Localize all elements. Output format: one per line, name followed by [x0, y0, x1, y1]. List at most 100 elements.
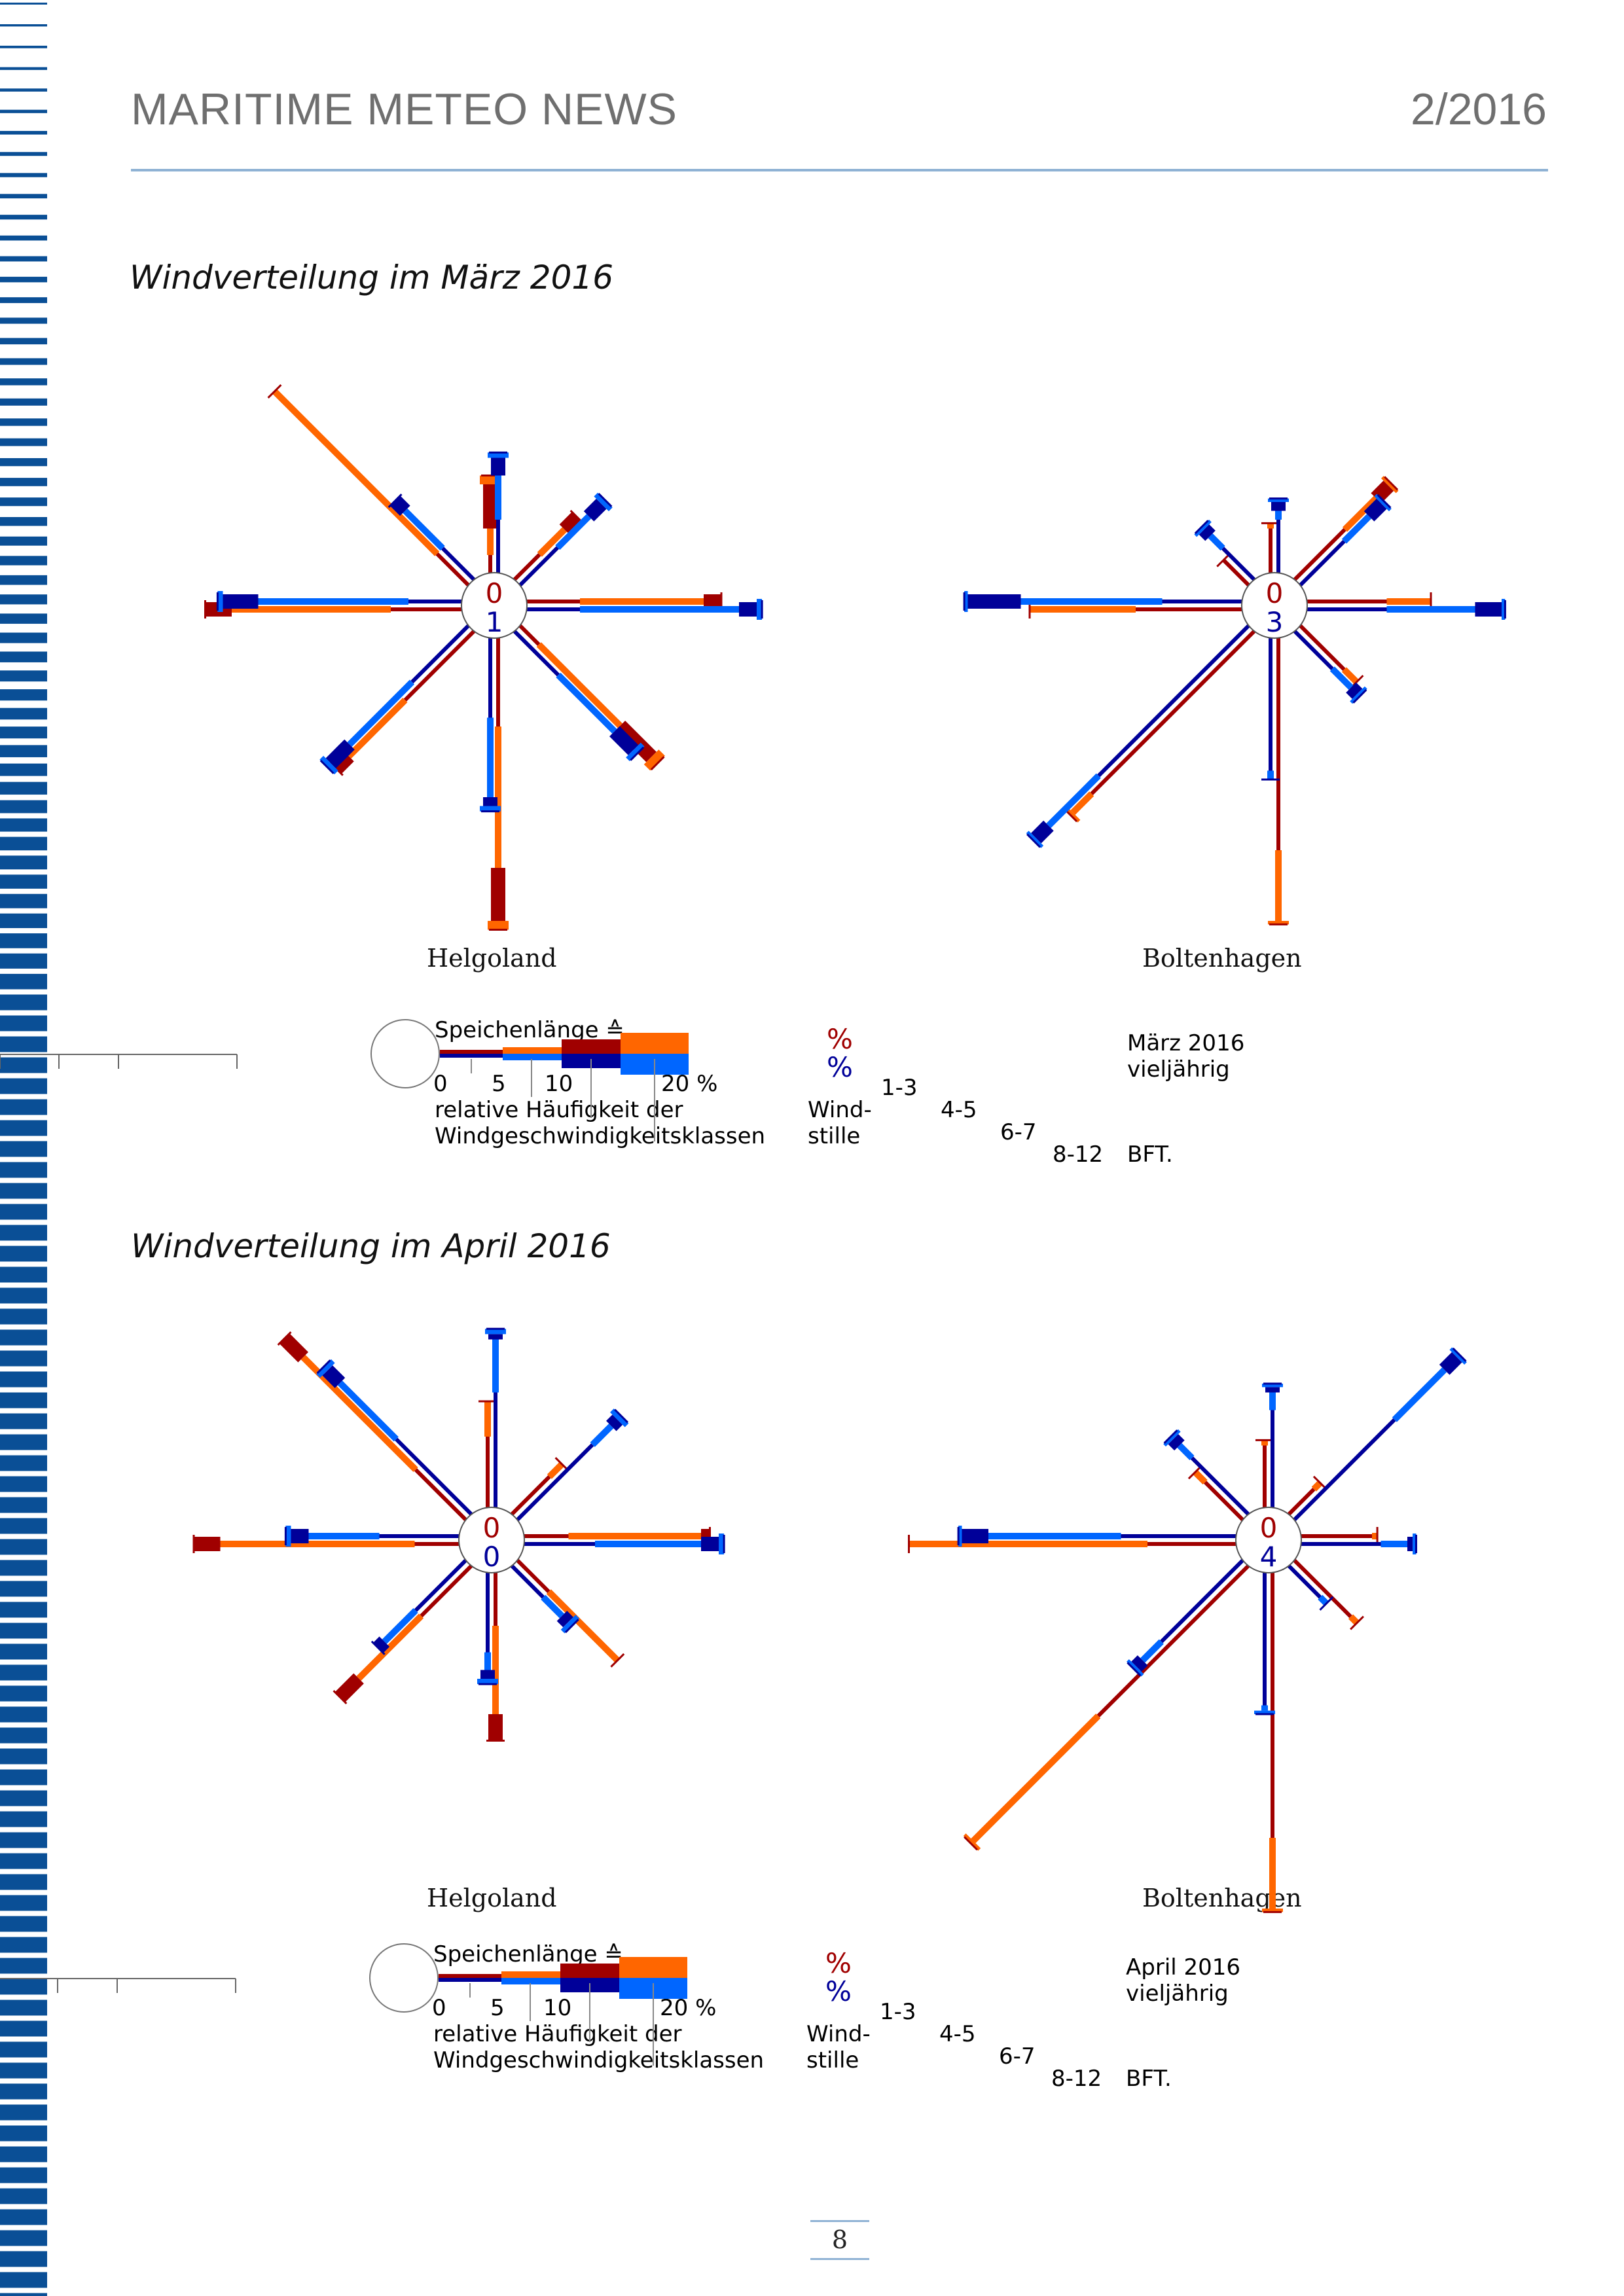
legend-calm-line1: Wind- [808, 1097, 872, 1123]
margin-stripe [0, 418, 47, 426]
margin-stripe [0, 457, 47, 467]
margin-stripe [0, 88, 47, 92]
margin-stripe [0, 1057, 47, 1073]
section-title-march: Windverteilung im März 2016 [130, 259, 614, 296]
legend-tick-5: 5 [490, 1995, 505, 2021]
spoke-sw-longterm-bft2 [325, 739, 355, 768]
spoke-end-tick [1352, 689, 1367, 704]
margin-stripe [0, 1287, 47, 1304]
windrose-boltenhagen-1: 03 [963, 476, 1506, 925]
page-number-rule-bottom [810, 2258, 869, 2260]
legend-calm-pct-current: % [825, 1947, 852, 1979]
legend-calm-line2: stille [808, 1123, 861, 1149]
spoke-sw-longterm-bft0 [410, 624, 470, 684]
legend-current-period: April 2016 [1126, 1954, 1241, 1981]
margin-stripe [0, 1246, 47, 1262]
margin-stripe [0, 1790, 47, 1806]
margin-stripe [0, 994, 47, 1011]
margin-stripe [0, 2146, 47, 2162]
margin-stripe [0, 152, 47, 156]
spoke-end-tick [630, 746, 645, 761]
margin-stripe [0, 1497, 47, 1513]
margin-stripe [0, 1895, 47, 1911]
spoke-end-tick [1384, 476, 1399, 491]
margin-stripe [0, 2104, 47, 2121]
margin-stripe [0, 1078, 47, 1094]
legend-segment-current-april [439, 1974, 501, 1978]
spoke-nw-current-bft1 [1193, 1469, 1208, 1485]
legend-tick-0: 0 [433, 1071, 448, 1097]
margin-stripe [0, 2251, 47, 2267]
legend-segment-longterm-april [501, 1978, 560, 1984]
spoke-sw-current-bft1 [971, 1713, 1101, 1844]
spoke-end-tick [598, 493, 613, 508]
spoke-se-longterm-bft1 [1318, 1594, 1329, 1606]
spoke-nw-longterm-bft1 [337, 1380, 399, 1442]
spoke-se-longterm-bft0 [510, 1564, 545, 1599]
spoke-se-longterm-bft0 [513, 630, 560, 677]
margin-stripe [0, 556, 47, 565]
spoke-nw-longterm-bft0 [441, 547, 476, 581]
margin-stripe [0, 1518, 47, 1534]
spoke-sw-longterm-bft1 [1046, 773, 1101, 829]
margin-stripe [0, 358, 47, 365]
margin-stripe [0, 1685, 47, 1702]
margin-stripe [0, 1979, 47, 1995]
margin-stripe [0, 893, 47, 908]
spoke-sw-longterm-bft1 [382, 1607, 418, 1644]
legend-tick-20: 20 % [661, 1071, 718, 1097]
spoke-ne-current-bft1 [537, 527, 568, 557]
margin-stripe [0, 45, 47, 48]
spoke-sw-longterm-bft2 [1031, 820, 1054, 844]
legend-longterm: vieljährig [1126, 1981, 1229, 2007]
margin-stripe [0, 173, 47, 177]
spoke-ne-current-bft1 [1342, 495, 1379, 532]
windrose-helgoland-0: 01 [204, 384, 763, 931]
margin-stripe [0, 1141, 47, 1157]
spoke-sw-current-bft1 [1070, 791, 1094, 815]
spoke-se-current-bft0 [1299, 624, 1346, 672]
spoke-sw-current-bft0 [1090, 630, 1256, 795]
spoke-end-tick [1350, 1615, 1365, 1630]
margin-stripe [0, 726, 47, 739]
margin-stripe [0, 2062, 47, 2079]
header-divider [131, 169, 1548, 171]
margin-stripe [0, 708, 47, 720]
margin-stripe [0, 109, 47, 113]
spoke-ne-longterm-bft1 [555, 514, 592, 550]
spoke-se-longterm-bft0 [1287, 1564, 1322, 1599]
spoke-sw-current-bft1 [356, 1613, 424, 1681]
margin-stripe [0, 1434, 47, 1450]
spoke-se-current-bft1 [546, 1589, 620, 1663]
spoke-nw-longterm-bft2 [322, 1365, 346, 1388]
legend-bft-1-3: 1-3 [880, 1999, 916, 2025]
margin-stripe [0, 2209, 47, 2225]
spoke-sw-longterm-bft1 [347, 679, 415, 747]
margin-stripe [0, 1706, 47, 1723]
margin-stripe [0, 594, 47, 605]
legend-segment-longterm-march [503, 1054, 562, 1060]
spoke-nw-current-bft0 [1222, 558, 1250, 587]
margin-stripe [0, 1350, 47, 1367]
margin-stripe [0, 1455, 47, 1471]
legend-segment-current-april [560, 1964, 619, 1978]
legend-segment-current-march [440, 1050, 503, 1054]
page-header-title: MARITIME METEO NEWS [131, 84, 677, 134]
legend-calm-line2: stille [806, 2047, 859, 2073]
spoke-sw-current-bft2 [331, 751, 354, 774]
margin-stripe [0, 438, 47, 446]
margin-stripe [0, 613, 47, 624]
legend-tick-10: 10 [543, 1995, 572, 2021]
margin-stripe [0, 1560, 47, 1576]
margin-stripe [0, 256, 47, 262]
margin-stripe [0, 1413, 47, 1429]
margin-stripe [0, 1727, 47, 1744]
margin-stripe [0, 1371, 47, 1388]
spoke-se-current-bft0 [518, 624, 541, 646]
margin-stripe [0, 800, 47, 814]
margin-stripe [0, 1832, 47, 1848]
spoke-sw-current-bft0 [420, 1564, 473, 1618]
legend-segment-current-march [503, 1047, 562, 1054]
margin-stripe [0, 67, 47, 70]
spoke-se-longterm-bft1 [1329, 666, 1354, 691]
